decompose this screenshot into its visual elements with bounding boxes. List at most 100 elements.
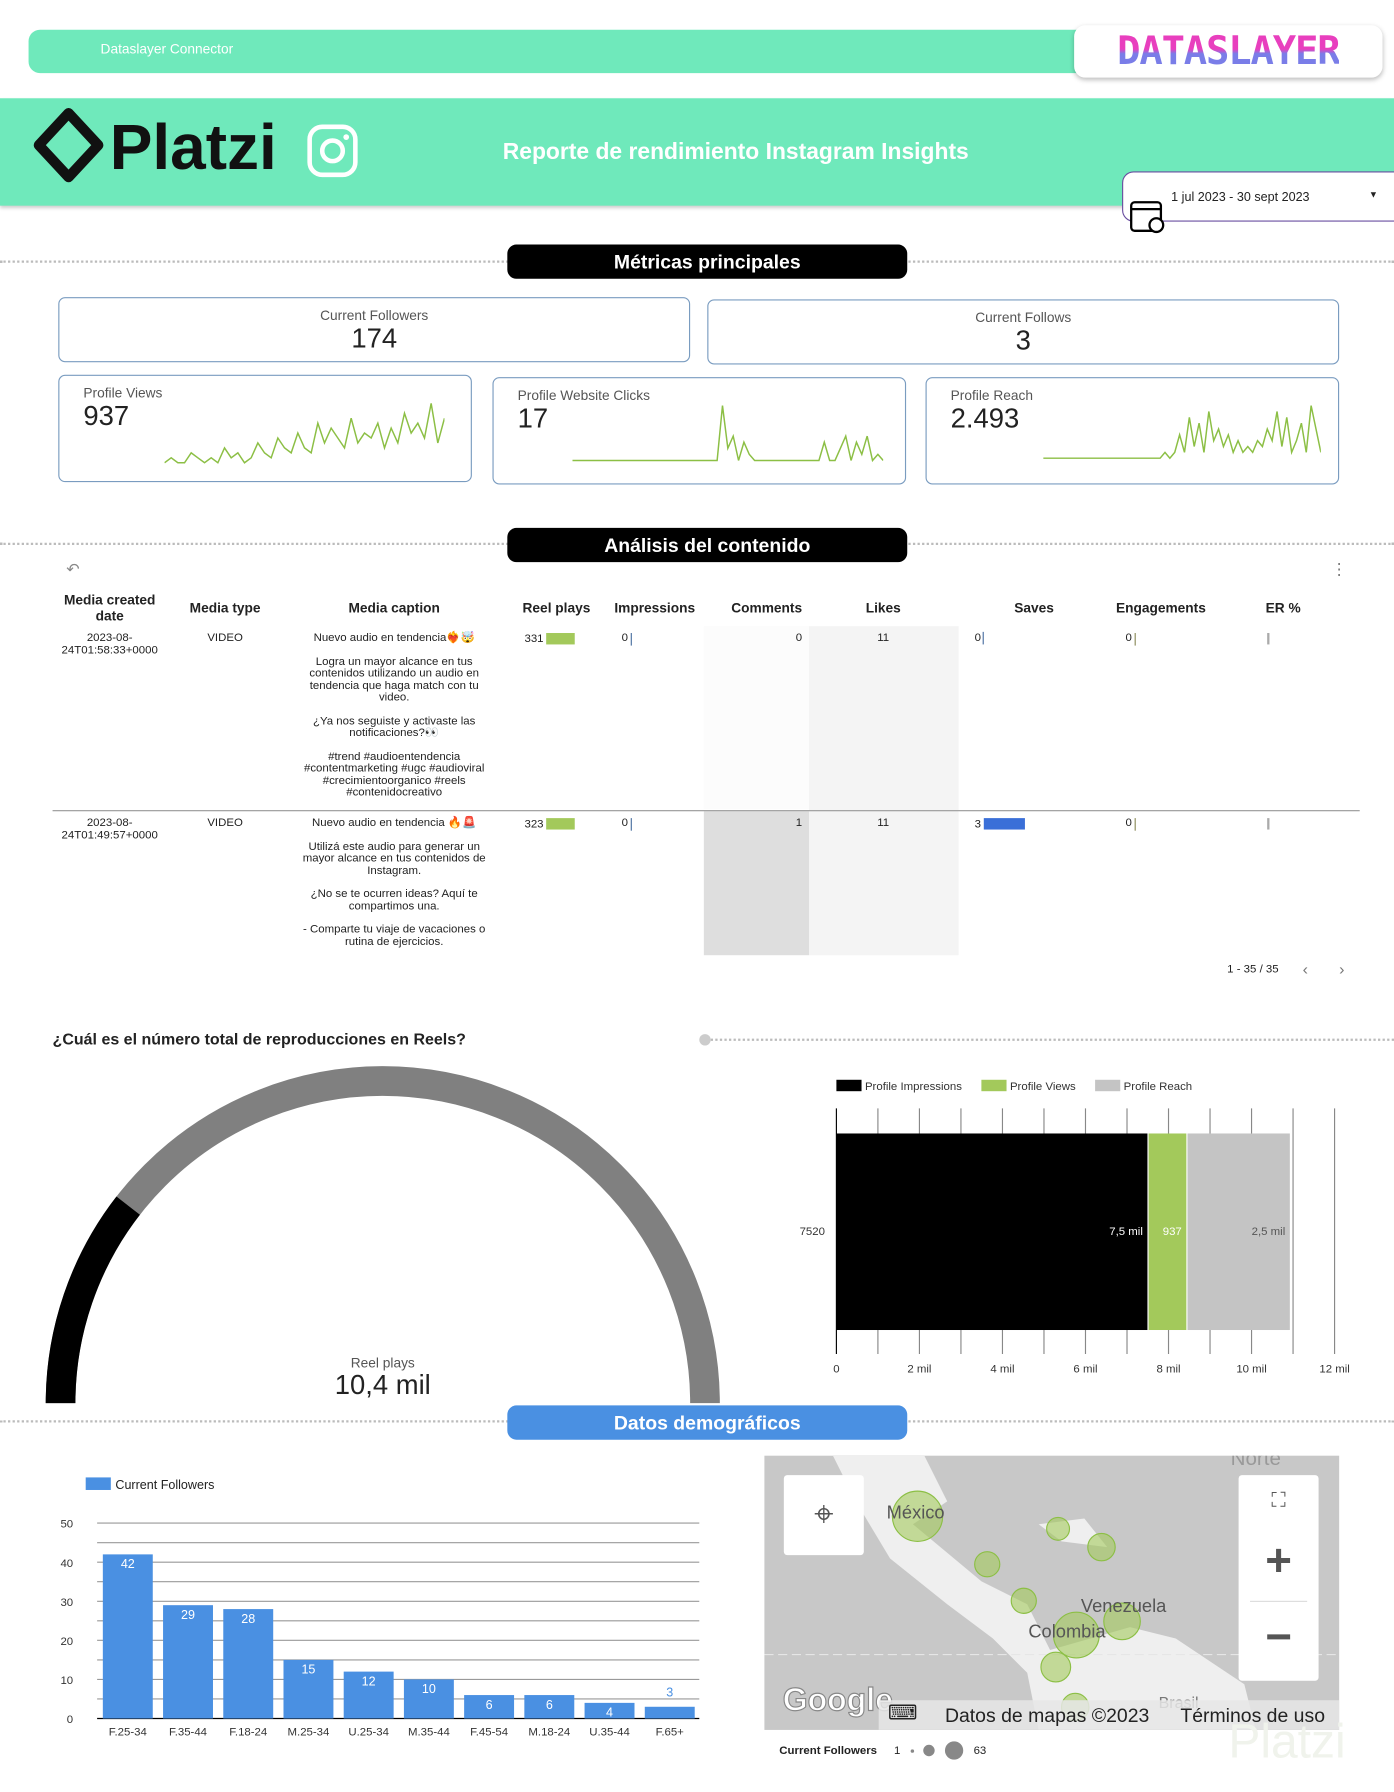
bar xyxy=(283,1659,334,1719)
column-header[interactable]: Reel plays xyxy=(522,599,591,616)
y-tick-label: 50 xyxy=(60,1519,73,1531)
x-tick-label: F.18-24 xyxy=(229,1727,268,1739)
table-cell-reel-plays: 331 xyxy=(524,633,576,646)
column-header[interactable]: Likes xyxy=(865,599,901,616)
profile-views-sparkline xyxy=(164,403,445,464)
map-legend: Current Followers 1 63 xyxy=(779,1741,987,1760)
chevron-down-icon: ▼ xyxy=(1368,189,1378,200)
column-header[interactable]: Saves xyxy=(1014,599,1054,616)
undo-icon[interactable]: ↶ xyxy=(66,559,80,579)
y-tick-label: 20 xyxy=(60,1636,73,1648)
section-title-content: Análisis del contenido xyxy=(507,527,908,563)
table-cell-caption: Nuevo audio en tendencia 🔥🚨 Utilizá este … xyxy=(302,816,486,948)
table-cell-type: VIDEO xyxy=(207,631,243,645)
table-cell-er xyxy=(1267,818,1270,830)
x-tick-label: U.25-34 xyxy=(348,1727,389,1739)
bar-segment xyxy=(1148,1133,1187,1331)
connector-bar: Dataslayer Connector xyxy=(28,29,1172,74)
more-options-icon[interactable]: ⋮ xyxy=(1331,559,1348,579)
bar xyxy=(102,1554,153,1719)
legend-title: Current Followers xyxy=(779,1744,878,1757)
x-tick-label: F.35-44 xyxy=(169,1727,208,1739)
column-header[interactable]: ER % xyxy=(1265,599,1301,616)
data-label: 3 xyxy=(666,1685,673,1699)
data-label: 28 xyxy=(241,1612,255,1626)
table-cell-saves: 0 xyxy=(975,631,984,645)
map-label: Norte xyxy=(1230,1455,1281,1470)
sparkline xyxy=(164,403,445,464)
platzi-logo-icon xyxy=(33,107,104,183)
calendar-icon xyxy=(1130,201,1165,234)
table-cell-likes: 11 xyxy=(877,816,890,830)
profile-stacked-bar-chart: Profile Impressions Profile Views Profile … xyxy=(800,1079,1350,1375)
table-cell-date: 2023-08-24T01:49:57+0000 xyxy=(61,816,158,842)
gauge-question: ¿Cuál es el número total de reproduccion… xyxy=(52,1029,466,1048)
legend-max: 63 xyxy=(973,1744,987,1757)
zoom-in-button[interactable]: + xyxy=(1265,1535,1292,1586)
keyboard-icon[interactable]: ⌨ xyxy=(887,1701,918,1725)
bar xyxy=(524,1695,575,1719)
y-tick-label: 0 xyxy=(67,1714,73,1726)
website-clicks-sparkline xyxy=(572,405,884,463)
table-cell-impressions: 0 xyxy=(622,818,632,831)
legend-label: Profile Reach xyxy=(1124,1081,1192,1093)
y-tick-label: 40 xyxy=(60,1558,73,1570)
map-terms-link[interactable]: Términos de uso xyxy=(1180,1704,1326,1727)
column-header[interactable]: Media caption xyxy=(348,599,440,616)
data-label: 2,5 mil xyxy=(1252,1226,1286,1238)
kpi-profile-views: Profile Views 937 xyxy=(58,374,472,483)
y-category-label: 7520 xyxy=(800,1226,825,1238)
column-header[interactable]: Impressions xyxy=(614,599,696,616)
column-header[interactable]: Engagements xyxy=(1115,599,1206,616)
map-label: México xyxy=(886,1503,945,1524)
section-title-metrics: Métricas principales xyxy=(507,244,908,279)
x-tick-label: F.45-54 xyxy=(470,1727,509,1739)
table-cell-caption: Nuevo audio en tendencia❤️‍🔥🤯 Logra un ma… xyxy=(303,631,485,799)
data-label: 937 xyxy=(1163,1226,1182,1238)
x-tick-label: 12 mil xyxy=(1319,1363,1349,1375)
date-range-value: 1 jul 2023 - 30 sept 2023 xyxy=(1171,190,1310,205)
column-header[interactable]: Comments xyxy=(731,599,803,616)
connector-label: Dataslayer Connector xyxy=(100,41,234,58)
gauge-value: 10,4 mil xyxy=(334,1370,431,1401)
x-tick-label: 6 mil xyxy=(1073,1363,1097,1375)
kpi-current-followers: Current Followers 174 xyxy=(58,297,691,363)
table-cell-engagements: 0 xyxy=(1125,632,1136,646)
locate-button[interactable]: ⌖ xyxy=(783,1475,864,1556)
table-cell-er xyxy=(1267,633,1270,645)
x-tick-label: U.35-44 xyxy=(589,1727,630,1739)
divider xyxy=(704,1038,1394,1041)
legend-min: 1 xyxy=(893,1744,901,1757)
followers-map[interactable]: México Venezuela Colombia Brasil Norte ⌖… xyxy=(764,1455,1340,1730)
prev-page-icon[interactable]: ‹ xyxy=(1302,959,1308,979)
table-cell-comments: 0 xyxy=(795,631,803,645)
x-tick-label: 2 mil xyxy=(907,1363,931,1375)
pagination-label: 1 - 35 / 35 xyxy=(1227,963,1279,976)
column-header[interactable]: Media created date xyxy=(63,591,156,624)
kpi-website-clicks: Profile Website Clicks 17 xyxy=(492,377,907,485)
legend-swatch xyxy=(836,1079,862,1092)
google-logo: Google xyxy=(782,1681,893,1718)
date-range-picker[interactable]: 1 jul 2023 - 30 sept 2023 ▼ xyxy=(1122,171,1394,222)
data-label: 4 xyxy=(606,1706,613,1720)
table-cell-type: VIDEO xyxy=(207,816,243,830)
bar xyxy=(163,1605,213,1719)
kpi-profile-reach: Profile Reach 2.493 xyxy=(925,377,1340,485)
table-cell-engagements: 0 xyxy=(1125,818,1136,831)
bar xyxy=(403,1679,454,1719)
table-cell-comments: 1 xyxy=(795,816,803,830)
legend-swatch xyxy=(981,1079,1007,1092)
column-header[interactable]: Media type xyxy=(189,599,261,616)
legend-label: Profile Views xyxy=(1010,1081,1076,1093)
legend-label: Current Followers xyxy=(115,1478,214,1492)
map-label: Venezuela xyxy=(1080,1597,1167,1617)
gauge-fill xyxy=(45,1196,140,1404)
followers-demographics-chart: Current Followers 0 10 20 30 40 50 42 F.25-34 29 F… xyxy=(60,1477,700,1739)
fullscreen-icon[interactable]: ⛶ xyxy=(1271,1488,1286,1512)
table-cell-date: 2023-08-24T01:58:33+0000 xyxy=(61,631,158,657)
data-label: 42 xyxy=(121,1557,135,1571)
zoom-out-button[interactable]: − xyxy=(1250,1600,1308,1681)
data-label: 6 xyxy=(546,1698,553,1712)
next-page-icon[interactable]: › xyxy=(1339,959,1345,979)
bar xyxy=(584,1702,635,1719)
